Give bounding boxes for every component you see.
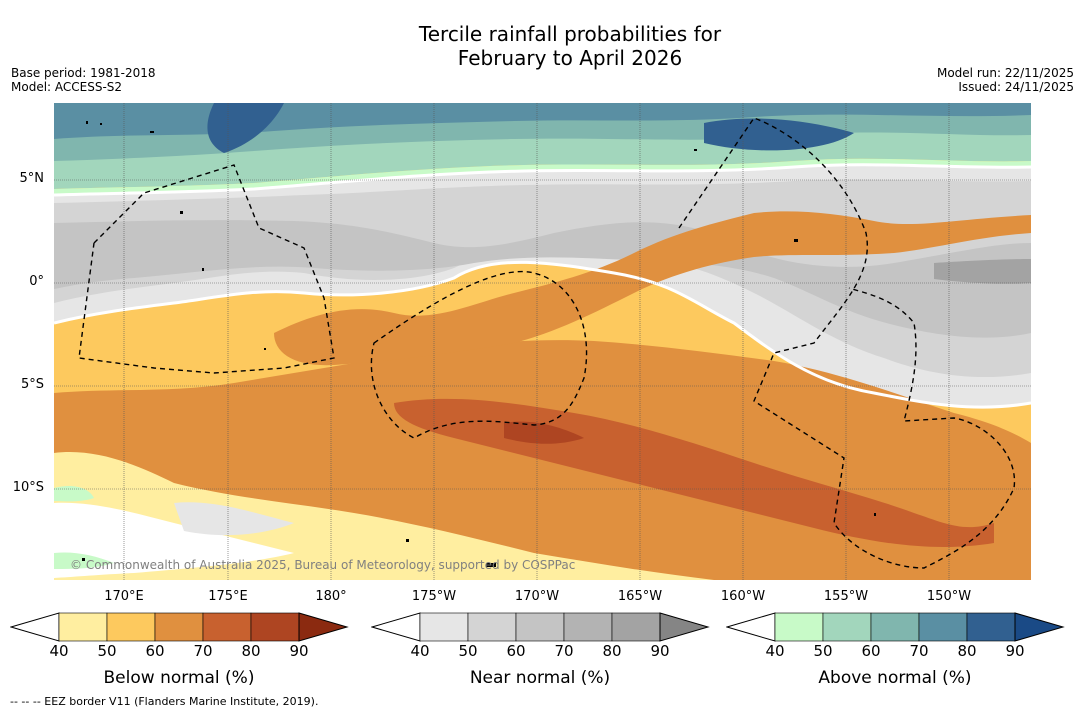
lon-label-170w: 170°W [514,589,560,604]
colorbar-near-normal-segment [611,612,661,642]
colorbar-above-normal-extend [1014,612,1065,642]
colorbar-above-normal-segment [966,612,1016,642]
colorbar-near-normal [371,612,710,642]
cb-below-tick-90: 90 [289,642,309,660]
cb-above-tick-80: 80 [957,642,977,660]
lon-label-155w: 155°W [823,589,869,604]
colorbar-near-normal-segments [419,612,661,642]
map-gridlines [54,103,1031,580]
lon-label-150w: 150°W [926,589,972,604]
colorbar-near-normal-segment [563,612,613,642]
cb-near-tick-80: 80 [602,642,622,660]
cb-below-tick-80: 80 [241,642,261,660]
cb-near-tick-70: 70 [554,642,574,660]
lon-label-175e: 175°E [208,589,248,604]
colorbar-above-normal-segment [918,612,968,642]
lon-label-160w: 160°W [720,589,766,604]
colorbar-above-normal [726,612,1065,642]
rainfall-probability-map [54,103,1031,580]
colorbar-above-normal-segment [822,612,872,642]
map-title-line-2: February to April 2026 [457,46,683,70]
near-normal-band-60 [54,220,1031,338]
near-normal-patch-south [54,502,294,578]
colorbar-below-normal-segment [58,612,108,642]
issued-label: Issued: 24/11/2025 [958,80,1074,94]
colorbar-below-normal-segment [154,612,204,642]
lon-label-170e: 170°E [104,589,144,604]
map-title-line-1: Tercile rainfall probabilities for [418,22,722,46]
lon-label-175w: 175°W [411,589,457,604]
colorbar-near-normal-segment [515,612,565,642]
colorbar-below-normal [10,612,349,642]
lat-label-10s: 10°S [12,480,44,495]
model-label: Model: ACCESS-S2 [11,80,123,94]
above-normal-core [207,103,854,153]
cb-near-tick-60: 60 [506,642,526,660]
colorbar-above-normal-segment [774,612,824,642]
cb-below-title: Below normal (%) [103,668,255,688]
lon-label-165w: 165°W [617,589,663,604]
cb-below-tick-40: 40 [49,642,69,660]
cb-below-tick-70: 70 [193,642,213,660]
above-normal-patch-south [54,486,114,569]
cb-near-tick-50: 50 [458,642,478,660]
copyright-notice: © Commonwealth of Australia 2025, Bureau… [70,558,576,572]
near-normal-patch-south-grey [174,502,294,536]
below-normal-60-north [274,211,1031,366]
above-normal-band-north-80 [54,103,1031,139]
tercile-boundary-north [54,163,1031,197]
cb-below-tick-50: 50 [97,642,117,660]
colorbar-below-normal-segment [250,612,300,642]
near-normal-band-70 [934,259,1031,284]
colorbar-below-normal-segment [202,612,252,642]
colorbar-above-normal-segments [774,612,1016,642]
lon-label-180: 180° [315,589,347,604]
cb-below-tick-60: 60 [145,642,165,660]
colorbar-below-normal-segments [58,612,300,642]
cb-above-tick-90: 90 [1005,642,1025,660]
eez-footer-note: -- -- -- EEZ border V11 (Flanders Marine… [10,695,319,708]
model-run-label: Model run: 22/11/2025 [936,66,1074,80]
base-period-label: Base period: 1981-2018 [11,66,156,80]
eez-borders [78,117,1016,569]
colorbar-below-normal-extend [298,612,349,642]
colorbar-near-normal-segment [419,612,469,642]
cb-above-tick-60: 60 [861,642,881,660]
cb-near-tick-40: 40 [410,642,430,660]
cb-above-tick-50: 50 [813,642,833,660]
lat-label-0: 0° [29,274,44,289]
colorbar-near-normal-segment [467,612,517,642]
cb-near-tick-90: 90 [650,642,670,660]
tercile-boundary-south [54,260,1031,409]
lat-label-5s: 5°S [20,377,44,392]
cb-above-tick-40: 40 [765,642,785,660]
island-specks [82,121,876,567]
below-normal-80 [504,421,584,444]
cb-above-title: Above normal (%) [818,668,972,688]
colorbar-near-normal-extend [659,612,710,642]
cb-above-tick-70: 70 [909,642,929,660]
cb-near-title: Near normal (%) [469,668,611,688]
colorbar-below-normal-segment [106,612,156,642]
colorbar-above-normal-segment [870,612,920,642]
lat-label-5n: 5°N [19,171,45,186]
